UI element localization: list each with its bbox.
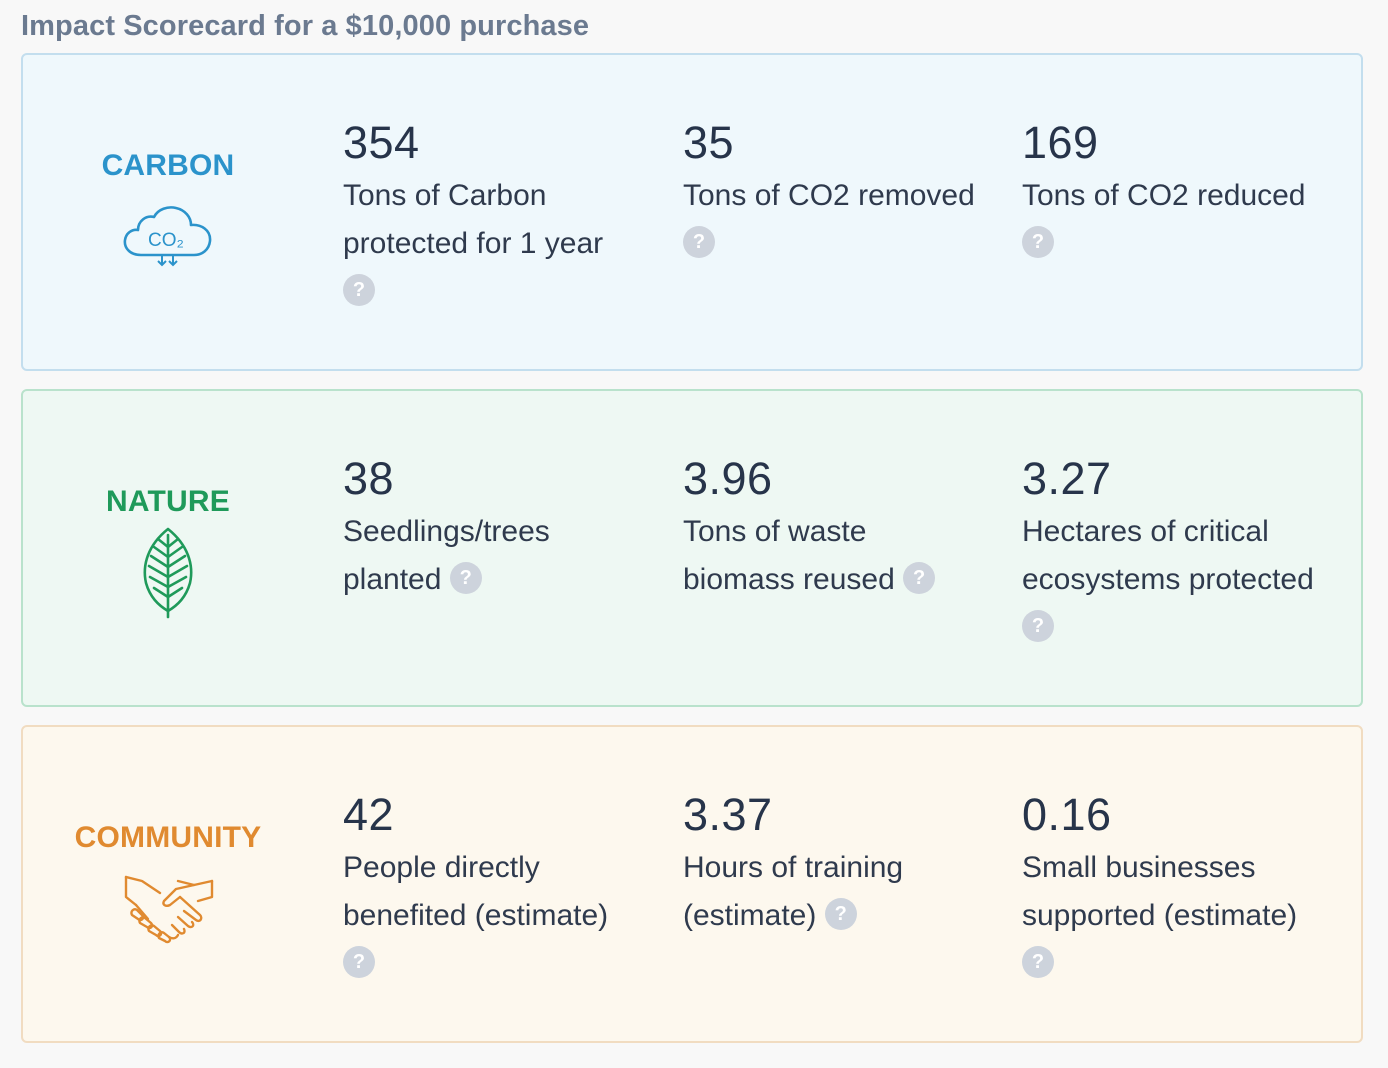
metric-value: 38	[343, 453, 395, 504]
metric-co2-removed: 35 Tons of CO2 removed ?	[683, 115, 983, 268]
metric-value: 42	[343, 789, 395, 840]
metric-description: Tons of CO2 reduced ?	[1022, 172, 1332, 268]
metric-description: Seedlings/trees planted ?	[343, 515, 550, 596]
help-icon[interactable]: ?	[343, 946, 375, 979]
metric-people-benefited: 42 People directly benefited (estimate) …	[343, 787, 643, 988]
metric-carbon-protected: 354 Tons of Carbon protected for 1 year …	[343, 115, 643, 316]
metric-description: Tons of waste biomass reused ?	[683, 508, 983, 604]
help-icon[interactable]: ?	[1022, 610, 1054, 643]
metric-description: People directly benefited (estimate) ?	[343, 844, 643, 988]
help-icon[interactable]: ?	[1022, 226, 1054, 259]
metric-businesses-supported: 0.16 Small businesses supported (estimat…	[1022, 787, 1332, 988]
metric-value: 3.27	[1022, 453, 1112, 504]
help-icon[interactable]: ?	[449, 562, 482, 595]
community-card: COMMUNITY 42 People directly benefit	[21, 725, 1363, 1043]
category-label: CARBON	[101, 149, 235, 182]
metric-training-hours: 3.37 Hours of training (estimate) ?	[683, 787, 983, 940]
category-carbon: CARBON CO₂	[23, 55, 313, 369]
category-community: COMMUNITY	[23, 727, 313, 1041]
metric-value: 354	[343, 117, 420, 168]
metric-value: 3.96	[683, 453, 773, 504]
metric-value: 35	[683, 117, 735, 168]
carbon-card: CARBON CO₂ 354 Tons of Carbon protected …	[21, 53, 1363, 371]
svg-text:CO₂: CO₂	[148, 230, 184, 251]
category-label: NATURE	[106, 485, 230, 518]
leaf-icon	[143, 527, 193, 619]
nature-card: NATURE 38 Seedlings/trees planted ? 3.96…	[21, 389, 1363, 707]
metric-description: Tons of Carbon protected for 1 year ?	[343, 172, 643, 316]
metric-trees-planted: 38 Seedlings/trees planted ?	[343, 451, 643, 604]
help-icon[interactable]: ?	[343, 274, 375, 307]
metric-value: 3.37	[683, 789, 773, 840]
metric-value: 0.16	[1022, 789, 1112, 840]
metric-description: Hectares of critical ecosystems protecte…	[1022, 508, 1332, 652]
help-icon[interactable]: ?	[903, 562, 936, 595]
metric-description: Hours of training (estimate) ?	[683, 851, 904, 932]
handshake-icon	[124, 875, 214, 944]
page-title: Impact Scorecard for a $10,000 purchase	[21, 10, 590, 42]
help-icon[interactable]: ?	[824, 898, 857, 931]
category-label: COMMUNITY	[74, 821, 262, 854]
metric-description: Small businesses supported (estimate) ?	[1022, 844, 1332, 988]
metric-hectares-protected: 3.27 Hectares of critical ecosystems pro…	[1022, 451, 1332, 652]
metric-biomass-reused: 3.96 Tons of waste biomass reused ?	[683, 451, 983, 604]
metric-co2-reduced: 169 Tons of CO2 reduced ?	[1022, 115, 1332, 268]
co2-cloud-icon: CO₂	[123, 206, 212, 267]
help-icon[interactable]: ?	[1022, 946, 1054, 979]
category-nature: NATURE	[23, 391, 313, 705]
help-icon[interactable]: ?	[683, 226, 715, 259]
metric-value: 169	[1022, 117, 1099, 168]
metric-description: Tons of CO2 removed ?	[683, 172, 983, 268]
